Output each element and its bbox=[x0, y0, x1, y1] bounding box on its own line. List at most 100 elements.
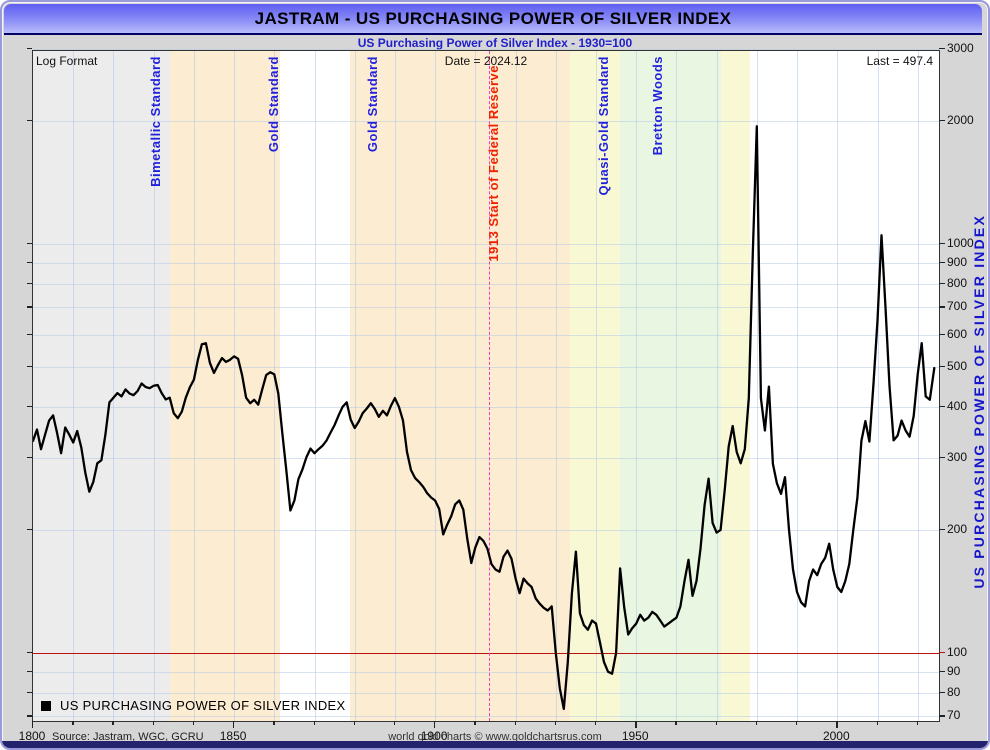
x-axis-tick-label: 1950 bbox=[621, 729, 649, 743]
y-axis-tick-left bbox=[27, 282, 32, 284]
x-axis-tick-minor bbox=[715, 721, 717, 725]
x-axis-tick-minor bbox=[595, 721, 597, 725]
grid-line-vertical bbox=[435, 51, 437, 721]
y-axis-tick-label: 300 bbox=[947, 449, 968, 464]
log-format-label: Log Format bbox=[36, 54, 98, 68]
legend-series-label: US PURCHASING POWER OF SILVER INDEX bbox=[60, 698, 346, 713]
grid-line-horizontal bbox=[33, 716, 939, 718]
x-axis-tick-minor bbox=[474, 721, 476, 725]
grid-line-vertical bbox=[515, 51, 517, 721]
grid-line-horizontal bbox=[33, 406, 939, 408]
credit-label: world gold charts © www.goldchartsrus.co… bbox=[388, 731, 602, 743]
y-axis-tick-right bbox=[939, 119, 945, 122]
x-axis-tick-major bbox=[434, 721, 436, 728]
reference-line-100 bbox=[33, 653, 939, 654]
y-axis-tick-right bbox=[939, 261, 945, 264]
y-axis-tick-right bbox=[939, 47, 945, 50]
band-label: Bretton Woods bbox=[650, 56, 666, 156]
grid-line-vertical bbox=[837, 51, 839, 721]
grid-line-vertical bbox=[113, 51, 115, 721]
band-label: Bimetallic Standard bbox=[147, 56, 163, 187]
title-bar: JASTRAM - US PURCHASING POWER OF SILVER … bbox=[4, 4, 982, 35]
x-axis-tick-minor bbox=[876, 721, 878, 725]
y-axis-tick-right bbox=[939, 670, 945, 673]
grid-line-vertical bbox=[756, 51, 758, 721]
y-axis-tick-right bbox=[939, 405, 945, 408]
x-axis-tick-label: 1800 bbox=[18, 729, 46, 743]
legend-swatch bbox=[41, 700, 51, 711]
x-axis-tick-major bbox=[635, 721, 637, 728]
grid-line-horizontal bbox=[33, 48, 939, 50]
y-axis-tick-label: 200 bbox=[947, 521, 968, 536]
y-axis-tick-label: 600 bbox=[947, 326, 968, 341]
grid-line-vertical bbox=[394, 51, 396, 721]
grid-line-vertical bbox=[73, 51, 75, 721]
y-axis-tick-label: 2000 bbox=[947, 112, 974, 127]
x-axis-tick-label: 1850 bbox=[219, 729, 247, 743]
y-axis-tick-right bbox=[939, 691, 945, 693]
grid-line-horizontal bbox=[33, 692, 939, 694]
grid-line-vertical bbox=[716, 51, 718, 721]
x-axis-tick-minor bbox=[353, 721, 356, 725]
y-axis-tick-left bbox=[27, 405, 32, 408]
x-axis-tick-minor bbox=[554, 721, 557, 725]
chart-title: JASTRAM - US PURCHASING POWER OF SILVER … bbox=[254, 8, 732, 28]
plot-area: Bimetallic Standard Gold Standard Gold Sta… bbox=[32, 48, 940, 722]
x-axis-tick-major bbox=[836, 721, 838, 728]
grid-line-horizontal bbox=[33, 283, 939, 285]
y-axis-tick-left bbox=[27, 243, 32, 245]
band-label: Gold Standard bbox=[265, 56, 281, 153]
grid-line-vertical bbox=[193, 51, 195, 721]
y-axis-tick-label: 90 bbox=[947, 663, 961, 678]
y-axis-tick-right bbox=[939, 652, 945, 654]
y-axis-tick-label: 3000 bbox=[947, 40, 974, 55]
y-axis-tick-label: 70 bbox=[947, 708, 961, 723]
grid-line-horizontal bbox=[33, 120, 939, 122]
x-axis-tick-minor bbox=[72, 721, 74, 725]
y-axis-tick-right bbox=[939, 282, 945, 284]
band-label: Quasi-Gold Standard bbox=[596, 56, 612, 196]
last-value-label: Last = 497.4 bbox=[866, 54, 933, 68]
y-axis-tick-right bbox=[939, 528, 945, 531]
grid-line-vertical bbox=[877, 51, 879, 721]
y-axis-tick-right bbox=[939, 306, 945, 308]
grid-line-horizontal bbox=[33, 334, 939, 336]
y-axis-tick-label: 80 bbox=[947, 684, 961, 699]
grid-line-horizontal bbox=[33, 529, 939, 531]
y-axis-tick-right bbox=[939, 456, 945, 459]
y-axis-tick-left bbox=[27, 715, 32, 717]
y-axis-tick-right bbox=[939, 715, 945, 717]
x-axis-tick-major bbox=[32, 721, 34, 728]
y-axis-tick-left bbox=[27, 119, 32, 122]
regime-band bbox=[33, 51, 170, 721]
y-axis-tick-left bbox=[27, 47, 32, 50]
grid-line-vertical bbox=[314, 51, 316, 721]
grid-line-vertical bbox=[596, 51, 597, 721]
federal-reserve-label: 1913 Start of Federal Reserve bbox=[486, 65, 502, 262]
x-axis-tick-minor bbox=[755, 721, 758, 725]
y-axis-title: US PURCHASING POWER OF SILVER INDEX bbox=[971, 214, 987, 589]
y-axis-tick-right bbox=[939, 366, 945, 368]
chart-subtitle: US Purchasing Power of Silver Index - 19… bbox=[357, 36, 633, 50]
regime-band bbox=[169, 51, 280, 721]
x-axis-tick-major bbox=[233, 721, 235, 728]
bottom-bar bbox=[2, 741, 988, 748]
x-axis-tick-minor bbox=[796, 721, 798, 725]
x-axis-tick-minor bbox=[112, 721, 114, 725]
band-label: Gold Standard bbox=[364, 56, 380, 153]
regime-band bbox=[349, 51, 570, 721]
series-line bbox=[33, 125, 936, 711]
x-axis-tick-label: 1900 bbox=[420, 729, 448, 743]
x-axis-tick-minor bbox=[916, 721, 919, 725]
x-axis-tick-minor bbox=[393, 721, 396, 725]
grid-line-horizontal bbox=[33, 262, 939, 264]
y-axis-tick-right bbox=[939, 333, 945, 336]
series-line-svg bbox=[33, 125, 936, 711]
y-axis-tick-left bbox=[27, 691, 32, 693]
y-axis-tick-label: 1000 bbox=[947, 236, 974, 250]
regime-band bbox=[720, 51, 750, 721]
grid-line-horizontal bbox=[33, 367, 939, 369]
legend: US PURCHASING POWER OF SILVER INDEX bbox=[41, 698, 345, 713]
y-axis-tick-label: 800 bbox=[947, 275, 968, 290]
